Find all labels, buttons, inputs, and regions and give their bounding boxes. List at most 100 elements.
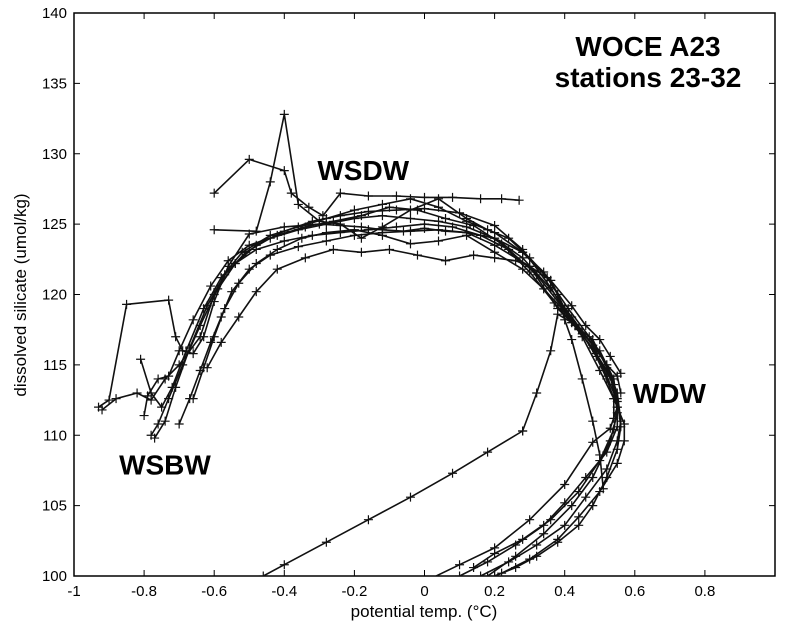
x-tick-label: -0.4	[271, 583, 297, 600]
data-point	[328, 244, 338, 254]
data-point	[265, 233, 275, 243]
data-point	[504, 233, 514, 243]
data-point	[539, 284, 549, 294]
data-point	[567, 318, 577, 328]
data-point	[560, 520, 570, 530]
data-point	[441, 586, 450, 595]
data-point	[612, 444, 622, 454]
data-point	[356, 233, 366, 243]
data-point	[209, 332, 219, 342]
data-point	[321, 228, 331, 238]
data-point	[111, 394, 121, 404]
chart-title: WOCE A23	[575, 31, 720, 62]
data-point	[377, 222, 387, 232]
annotation-wsdw: WSDW	[317, 155, 409, 186]
data-point	[153, 374, 163, 384]
data-point	[265, 177, 275, 187]
data-point	[525, 261, 535, 271]
series-line	[139, 198, 622, 576]
series-line	[491, 313, 622, 576]
data-point	[335, 188, 345, 198]
data-point	[504, 557, 514, 567]
data-point	[272, 264, 282, 274]
series-10	[209, 154, 524, 221]
data-point	[377, 230, 387, 240]
y-tick-label: 130	[42, 146, 67, 163]
data-point	[321, 219, 331, 229]
data-point	[448, 580, 457, 589]
series-layer	[94, 109, 629, 595]
data-point	[405, 205, 415, 215]
data-point	[490, 571, 500, 576]
data-point	[241, 247, 251, 257]
data-point	[434, 202, 444, 212]
x-axis-label: potential temp. (°C)	[351, 602, 498, 621]
data-point	[356, 247, 366, 257]
data-point	[272, 244, 282, 254]
data-point	[462, 230, 472, 240]
data-point	[391, 222, 401, 232]
data-point	[553, 309, 563, 319]
data-point	[136, 354, 146, 364]
data-point	[335, 219, 345, 229]
data-point	[518, 426, 528, 436]
data-point	[293, 242, 303, 252]
data-point	[202, 301, 212, 311]
data-point	[209, 225, 219, 235]
data-point	[581, 492, 591, 502]
series-4	[136, 194, 626, 576]
data-point	[321, 236, 331, 246]
data-point	[490, 233, 500, 243]
x-tick-label: 0.8	[694, 583, 715, 600]
data-point	[318, 211, 328, 221]
data-point	[405, 213, 415, 223]
data-point	[469, 250, 479, 260]
data-point	[539, 520, 549, 530]
series-9	[202, 244, 626, 398]
data-point	[104, 395, 114, 405]
y-tick-label: 105	[42, 498, 67, 515]
data-point	[511, 563, 521, 573]
data-point	[602, 447, 612, 457]
data-point	[441, 256, 451, 266]
data-point	[577, 374, 587, 384]
data-point	[448, 468, 458, 478]
data-point	[616, 422, 626, 432]
data-point	[363, 206, 373, 216]
data-point	[279, 560, 289, 570]
data-point	[567, 335, 577, 345]
data-point	[518, 264, 528, 274]
data-point	[185, 343, 195, 353]
data-point	[363, 515, 373, 525]
data-point	[490, 253, 500, 263]
data-point	[560, 304, 570, 314]
series-11	[209, 109, 626, 378]
data-point	[567, 301, 577, 311]
data-point	[581, 320, 591, 330]
data-point	[209, 188, 219, 198]
plot-frame	[73, 12, 776, 577]
data-point	[164, 295, 174, 305]
x-tick-label: -0.6	[201, 583, 227, 600]
data-point	[591, 351, 601, 361]
data-point	[153, 419, 163, 429]
data-point	[188, 394, 198, 404]
data-point	[525, 253, 535, 263]
data-point	[279, 166, 289, 176]
x-tick-label: -0.2	[341, 583, 367, 600]
data-point	[588, 501, 598, 511]
data-point	[405, 492, 415, 502]
series-line	[143, 206, 619, 576]
series-7	[174, 225, 608, 494]
data-point	[384, 202, 394, 212]
data-point	[609, 413, 619, 423]
data-point	[514, 195, 524, 205]
data-point	[560, 480, 570, 490]
data-point	[139, 411, 149, 421]
data-point	[234, 312, 244, 322]
data-point	[405, 226, 415, 236]
data-point	[532, 540, 542, 550]
data-point	[132, 388, 142, 398]
data-point	[574, 520, 584, 530]
